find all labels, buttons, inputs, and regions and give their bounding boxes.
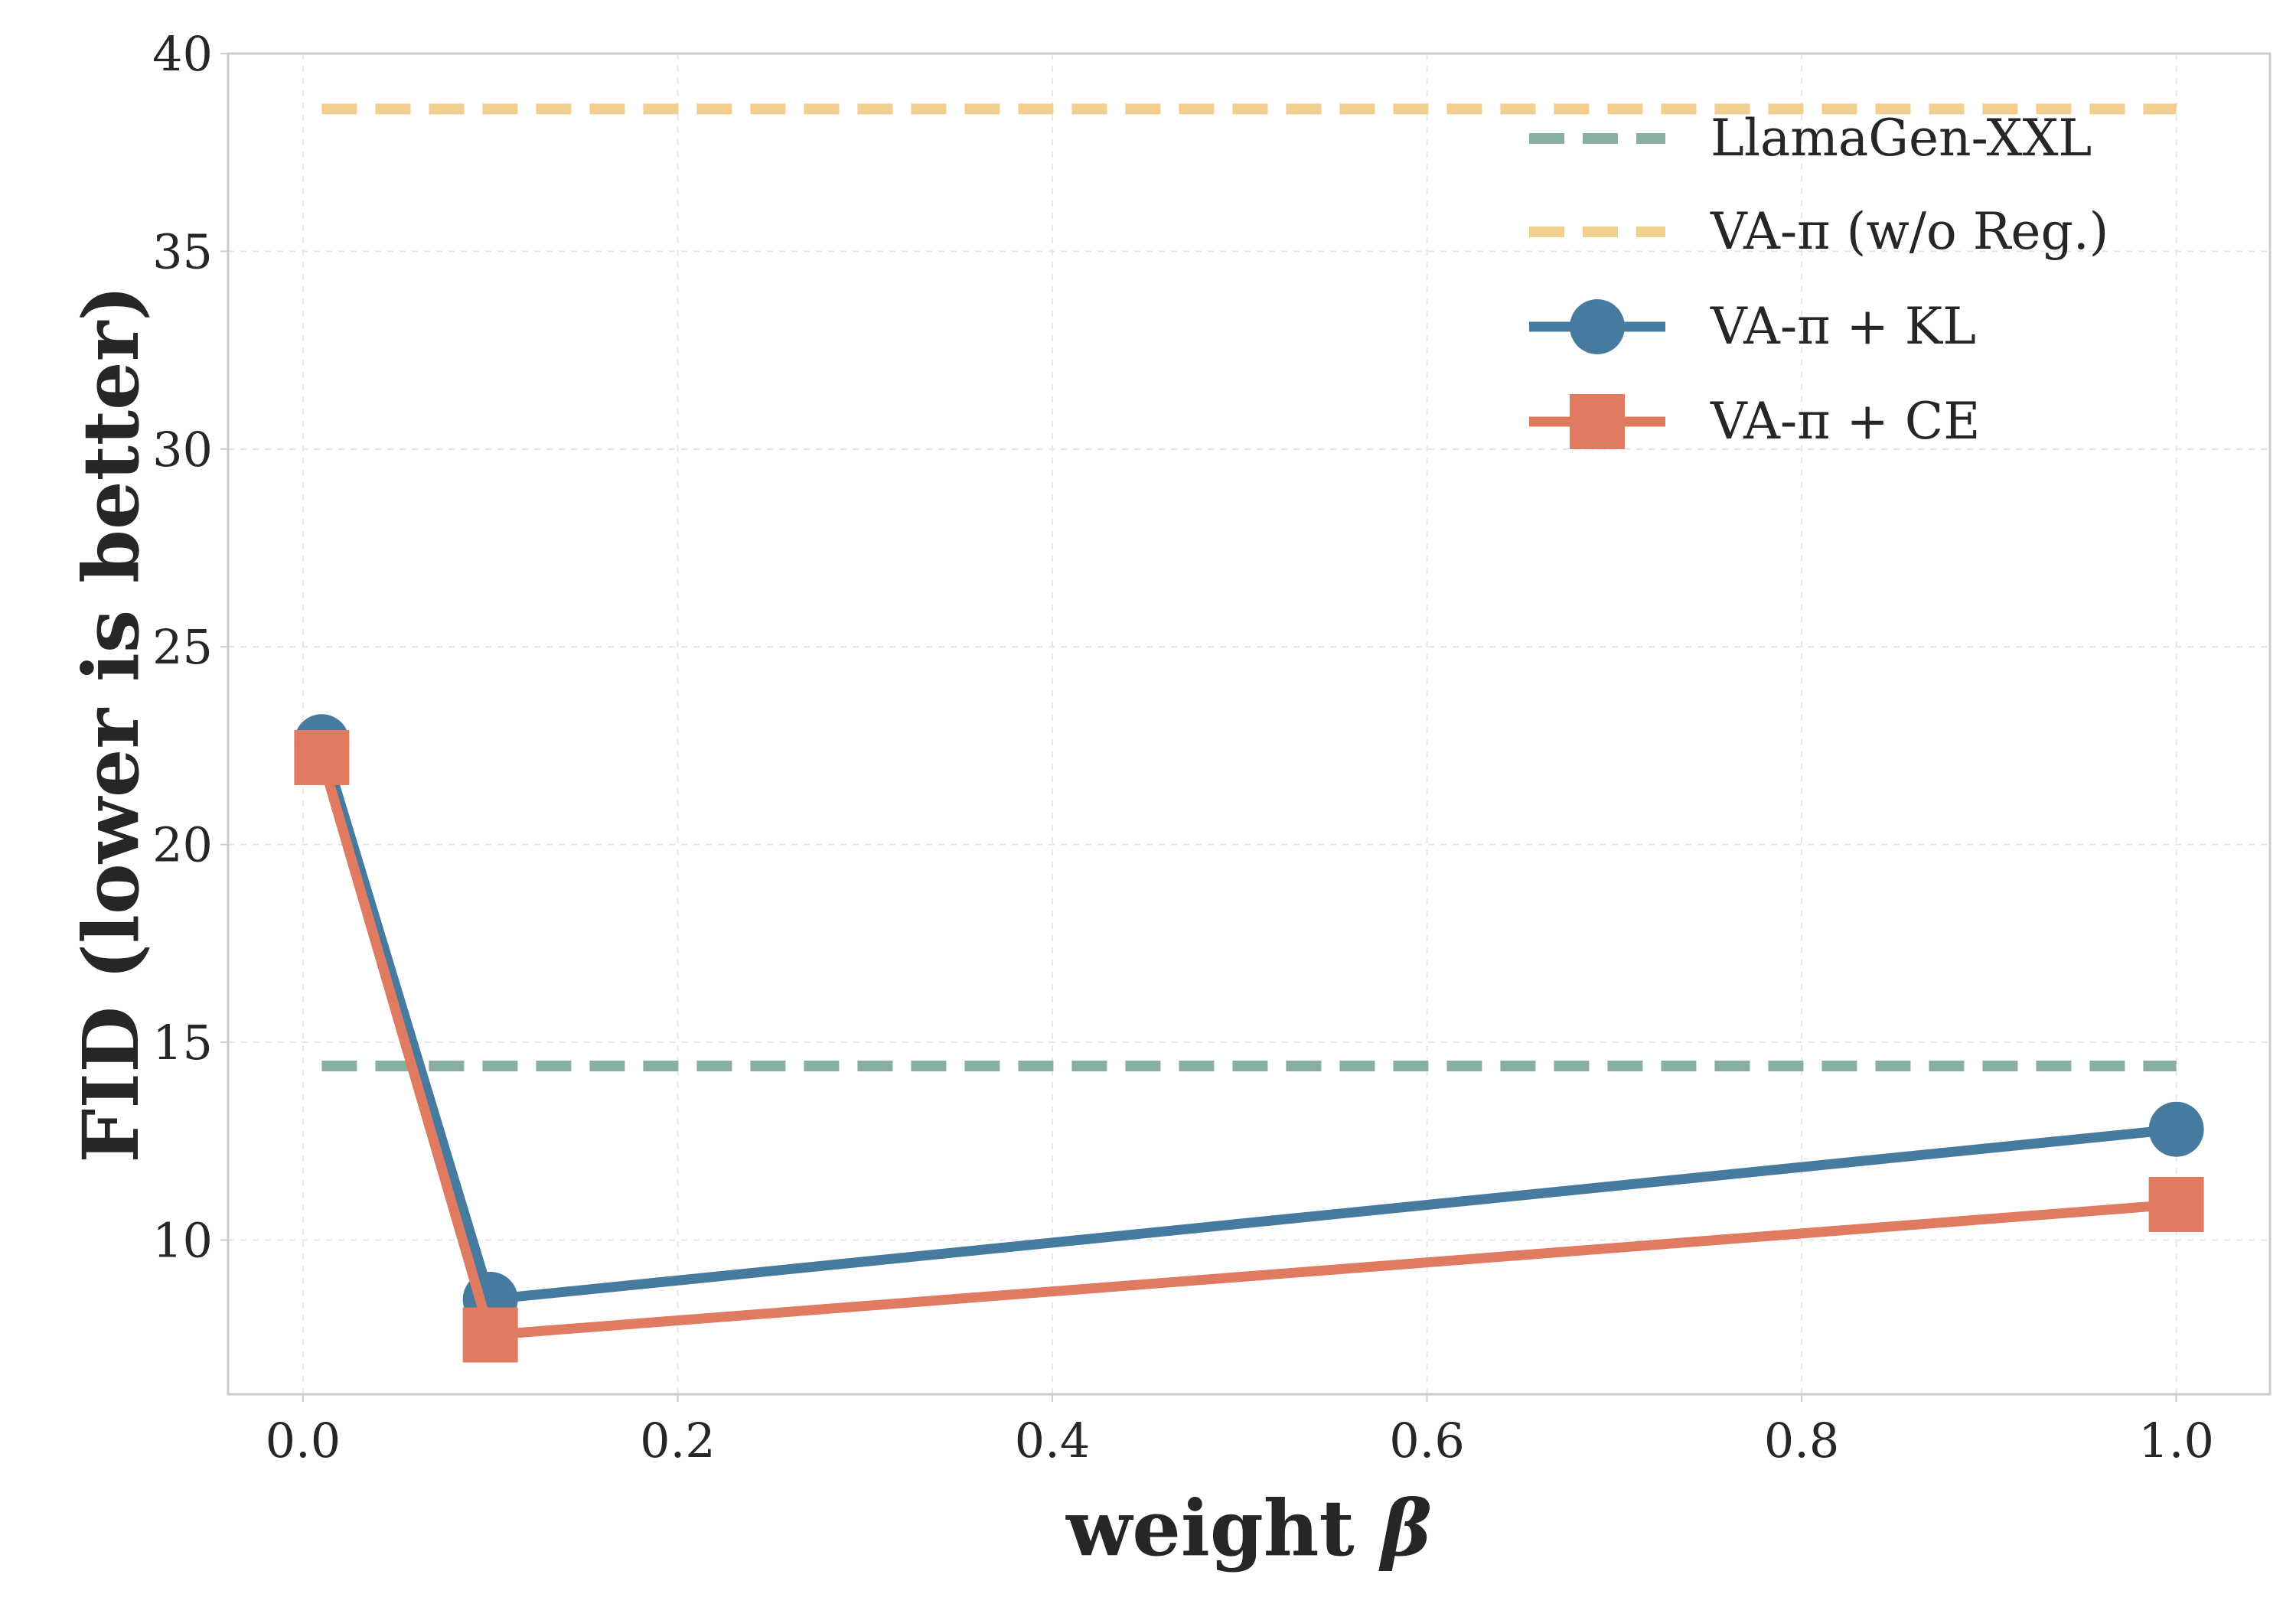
x-axis-title-symbol: β: [1378, 1483, 1431, 1573]
legend-label: LlamaGen-XXL: [1711, 109, 2092, 168]
x-axis-title: weight β: [1065, 1483, 1432, 1573]
y-axis-ticks: 10 15 20 25 30 35 40: [152, 26, 228, 1268]
x-tick-label: 0.8: [1764, 1413, 1840, 1468]
y-tick-label: 10: [152, 1212, 213, 1268]
x-axis-title-main: weight: [1065, 1483, 1381, 1573]
legend-label: VA-π (w/o Reg.): [1710, 202, 2108, 261]
y-tick-label: 30: [152, 422, 213, 478]
y-tick-label: 40: [152, 26, 213, 82]
series-1-point-0: [294, 729, 350, 785]
x-tick-label: 0.4: [1015, 1413, 1091, 1468]
legend-label: VA-π + KL: [1710, 297, 1976, 356]
data-series: [294, 714, 2204, 1363]
plot-frame: [227, 52, 2272, 1396]
y-tick-label: 25: [152, 619, 213, 675]
x-axis-ticks: 0.0 0.2 0.4 0.6 0.8 1.0: [266, 1394, 2214, 1468]
y-tick-label: 15: [152, 1015, 213, 1071]
y-tick-label: 35: [152, 223, 213, 279]
legend-circle-marker: [1570, 299, 1625, 354]
x-tick-label: 0.6: [1389, 1413, 1465, 1468]
series-1-point-1: [462, 1307, 518, 1363]
series-0-point-2: [2148, 1101, 2204, 1157]
legend: LlamaGen-XXL VA-π (w/o Reg.) VA-π + KL VA-π…: [1529, 109, 2108, 451]
x-tick-label: 1.0: [2138, 1413, 2214, 1468]
x-tick-label: 0.2: [640, 1413, 716, 1468]
x-tick-label: 0.0: [266, 1413, 341, 1468]
reference-lines: [321, 103, 2177, 1072]
legend-square-marker: [1570, 394, 1625, 449]
y-tick-label: 20: [152, 817, 213, 873]
y-axis-title: FID (lower is better): [66, 285, 156, 1162]
legend-label: VA-π + CE: [1710, 392, 1980, 451]
series-1-point-2: [2148, 1176, 2204, 1232]
